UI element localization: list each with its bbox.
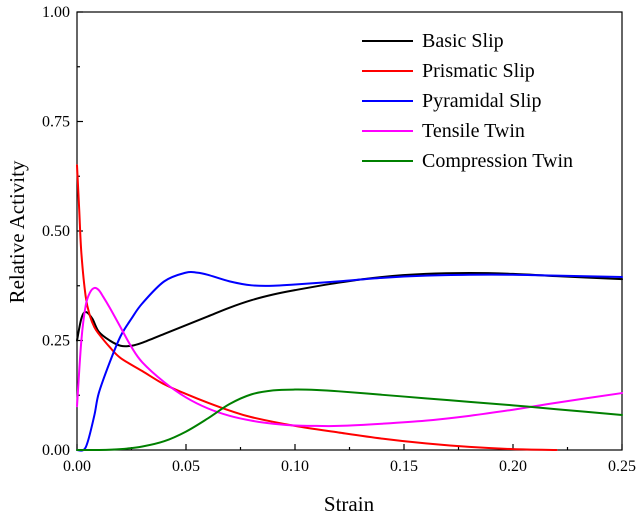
x-tick-label: 0.25 bbox=[608, 458, 636, 475]
x-tick-label: 0.05 bbox=[172, 458, 200, 475]
y-tick-label: 0.50 bbox=[42, 223, 70, 240]
series-line-prismatic-slip bbox=[76, 164, 558, 451]
x-tick-label: 0.00 bbox=[63, 458, 91, 475]
y-axis-title: Relative Activity bbox=[5, 160, 29, 303]
legend: Basic Slip Prismatic Slip Pyramidal Slip Te… bbox=[362, 30, 573, 172]
series-line-compression-twin bbox=[76, 388, 623, 452]
legend-label-pyramidal-slip: Pyramidal Slip bbox=[422, 90, 541, 112]
series-layer bbox=[76, 164, 623, 452]
y-tick-label: 0.25 bbox=[42, 333, 70, 350]
legend-label-basic-slip: Basic Slip bbox=[422, 30, 504, 52]
series-line-basic-slip bbox=[76, 272, 623, 348]
plot-frame bbox=[76, 11, 623, 451]
legend-label-tensile-twin: Tensile Twin bbox=[422, 120, 525, 142]
legend-label-compression-twin: Compression Twin bbox=[422, 150, 573, 172]
y-tick-label: 0.75 bbox=[42, 114, 70, 131]
x-tick-label: 0.15 bbox=[390, 458, 418, 475]
y-tick-label: 0.00 bbox=[42, 442, 70, 459]
x-tick-label: 0.20 bbox=[499, 458, 527, 475]
series-line-pyramidal-slip bbox=[76, 270, 623, 452]
series-line-tensile-twin bbox=[76, 286, 623, 428]
legend-label-prismatic-slip: Prismatic Slip bbox=[422, 60, 535, 82]
x-tick-label: 0.10 bbox=[281, 458, 309, 475]
y-tick-label: 1.00 bbox=[42, 4, 70, 21]
x-axis-title: Strain bbox=[324, 492, 375, 516]
